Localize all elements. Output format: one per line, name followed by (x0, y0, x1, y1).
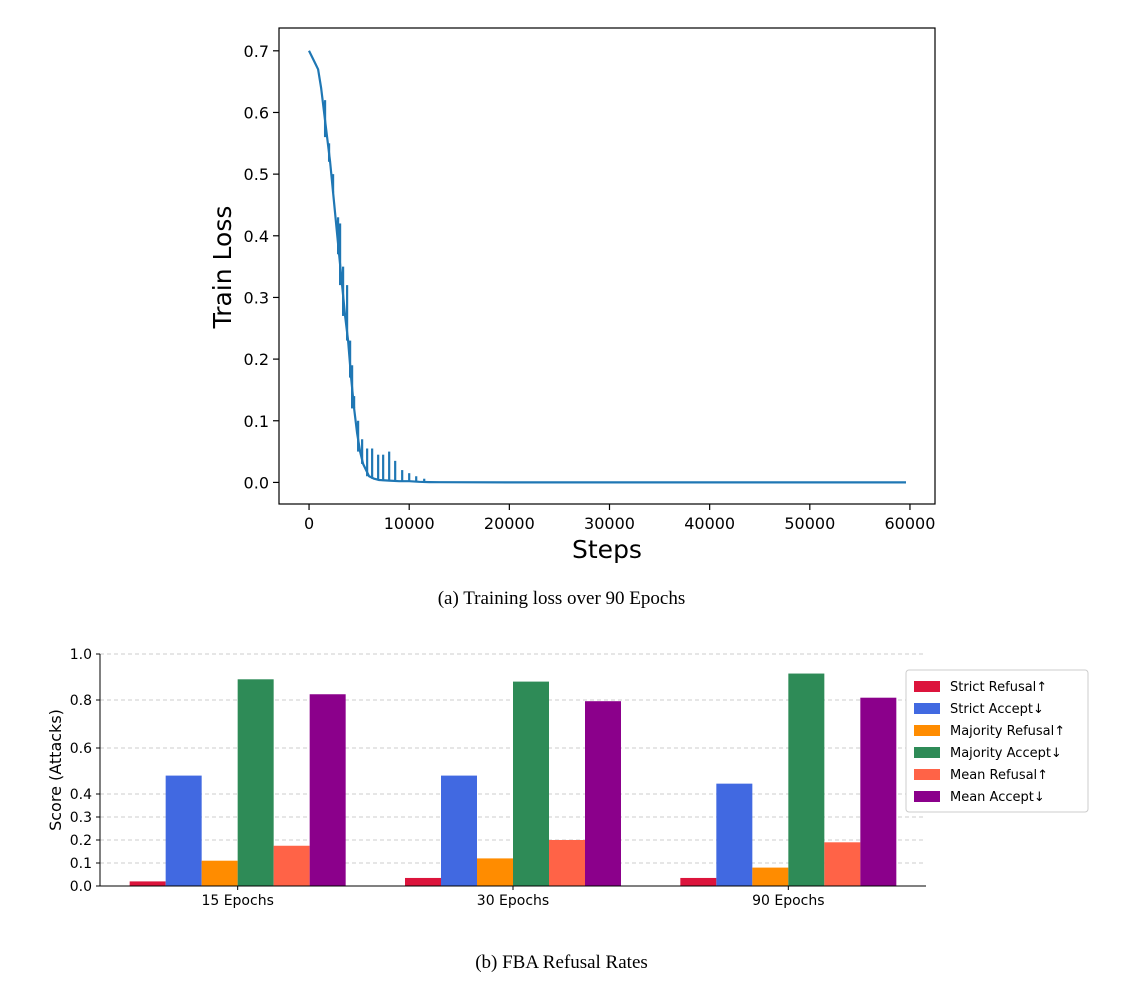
bar (513, 681, 549, 886)
y-tick-label: 0.1 (70, 856, 92, 872)
bar (237, 679, 274, 886)
plot-area (278, 27, 936, 505)
bar (405, 877, 441, 886)
bar (788, 673, 825, 886)
legend-box (905, 669, 1089, 813)
refusal-rates-chart: 0.0 0.1 0.2 0.3 0.4 0.6 0.8 1.0 15 Epochs 30 Epo… (46, 647, 1089, 909)
bar (129, 881, 166, 886)
y-tick-label: 0.3 (70, 810, 92, 826)
y-tick-label: 0.8 (70, 693, 92, 709)
x-axis-ticks: 15 Epochs 30 Epochs 90 Epochs (201, 886, 825, 909)
y-axis-ticks: 0.0 0.1 0.2 0.3 0.4 0.6 0.8 1.0 (70, 647, 100, 895)
x-tick-label: 50000 (784, 514, 835, 533)
bar (680, 877, 717, 886)
x-tick-label: 30000 (584, 514, 635, 533)
y-axis-label: Train Loss (208, 206, 237, 330)
x-tick-label: 0 (304, 514, 314, 533)
y-tick-label: 1.0 (70, 647, 92, 663)
y-tick-label: 0.6 (244, 103, 269, 122)
bar (441, 775, 477, 886)
legend-swatch (914, 703, 940, 714)
y-tick-label: 0.2 (244, 350, 269, 369)
x-tick-label: 90 Epochs (752, 893, 824, 909)
bar (201, 860, 238, 886)
legend-label: Majority Refusal↑ (950, 724, 1065, 739)
y-tick-label: 0.4 (70, 787, 92, 803)
y-tick-label: 0.0 (70, 879, 92, 895)
bar (752, 867, 789, 886)
loss-line (308, 50, 906, 484)
y-tick-label: 0.1 (244, 412, 269, 431)
bar (860, 697, 897, 886)
x-tick-label: 60000 (885, 514, 936, 533)
legend-swatch (914, 725, 940, 736)
x-tick-label: 30 Epochs (477, 893, 549, 909)
legend: Strict Refusal↑ Strict Accept↓ Majority Re… (905, 669, 1089, 813)
legend-label: Mean Accept↓ (950, 790, 1045, 805)
legend-label: Strict Refusal↑ (950, 680, 1047, 695)
bar (716, 783, 753, 886)
bar (824, 842, 861, 886)
y-tick-label: 0.3 (244, 288, 269, 307)
train-loss-chart: 0 10000 20000 30000 40000 50000 60000 0.00.10.… (208, 27, 936, 564)
y-tick-label: 0.5 (244, 165, 269, 184)
bar (477, 858, 513, 886)
plot-frame (278, 27, 936, 505)
bar (165, 775, 202, 886)
bar (273, 845, 310, 886)
y-axis-label: Score (Attacks) (46, 709, 65, 831)
y-tick-label: 0.0 (244, 473, 269, 492)
legend-swatch (914, 791, 940, 802)
legend-swatch (914, 769, 940, 780)
bar (585, 701, 621, 886)
bar (549, 840, 585, 886)
y-tick-label: 0.4 (244, 227, 269, 246)
caption-a: (a) Training loss over 90 Epochs (437, 588, 686, 609)
legend-swatch (914, 747, 940, 758)
y-axis-ticks: 0.0 0.1 0.2 0.3 0.4 0.5 0.6 0.7 (244, 42, 279, 492)
legend-label: Strict Accept↓ (950, 702, 1044, 717)
y-tick-label: 0.6 (70, 741, 92, 757)
x-axis-label: Steps (572, 535, 642, 564)
x-tick-label: 10000 (384, 514, 435, 533)
x-axis-ticks: 0 10000 20000 30000 40000 50000 60000 (304, 504, 935, 533)
legend-swatch (914, 681, 940, 692)
x-tick-label: 15 Epochs (201, 893, 273, 909)
y-tick-label: 0.7 (244, 42, 269, 61)
legend-label: Mean Refusal↑ (950, 768, 1048, 783)
bars (129, 673, 897, 886)
caption-b: (b) FBA Refusal Rates (475, 952, 648, 973)
y-tick-label: 0.2 (70, 833, 92, 849)
x-tick-label: 20000 (484, 514, 535, 533)
legend-label: Majority Accept↓ (950, 746, 1062, 761)
x-tick-label: 40000 (684, 514, 735, 533)
bar (309, 694, 346, 886)
